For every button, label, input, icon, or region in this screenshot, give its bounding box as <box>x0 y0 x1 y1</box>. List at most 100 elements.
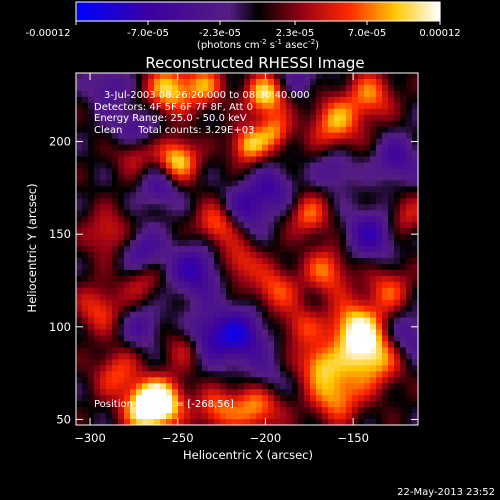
heatmap-cell <box>376 138 383 146</box>
heatmap-cell <box>244 389 251 396</box>
heatmap-cell <box>178 144 185 152</box>
heatmap-cell <box>94 198 101 205</box>
heatmap-cell <box>130 359 137 366</box>
heatmap-cell <box>214 329 221 337</box>
heatmap-cell <box>166 359 173 366</box>
heatmap-cell <box>220 269 227 277</box>
heatmap-cell <box>172 120 179 128</box>
heatmap-cell <box>382 174 389 181</box>
colorbar-cell <box>364 2 368 21</box>
heatmap-cell <box>358 240 365 247</box>
heatmap-cell <box>334 353 341 360</box>
heatmap-cell <box>160 305 167 313</box>
heatmap-cell <box>358 359 365 366</box>
heatmap-cell <box>394 275 401 283</box>
heatmap-cell <box>262 383 269 390</box>
heatmap-cell <box>292 311 299 319</box>
heatmap-cell <box>202 389 209 396</box>
heatmap-cell <box>406 257 413 265</box>
heatmap-cell <box>124 419 131 426</box>
heatmap-cell <box>202 341 209 348</box>
heatmap-cell <box>112 204 119 211</box>
heatmap-cell <box>88 275 95 283</box>
heatmap-cell <box>196 251 203 259</box>
heatmap-cell <box>112 395 119 402</box>
heatmap-cell <box>256 126 263 134</box>
heatmap-cell <box>196 365 203 372</box>
heatmap-cell <box>100 311 107 319</box>
heatmap-cell <box>100 234 107 241</box>
heatmap-cell <box>190 419 197 426</box>
heatmap-cell <box>232 73 239 80</box>
heatmap-cell <box>250 359 257 366</box>
colorbar-cell <box>433 2 438 21</box>
heatmap-cell <box>208 401 215 408</box>
heatmap-cell <box>226 407 233 414</box>
heatmap-cell <box>100 102 107 110</box>
heatmap-cell <box>334 73 341 80</box>
heatmap-cell <box>100 73 107 80</box>
heatmap-cell <box>250 377 257 384</box>
heatmap-cell <box>172 293 179 301</box>
heatmap-cell <box>172 228 179 235</box>
heatmap-cell <box>232 234 239 241</box>
colorbar-cell <box>79 2 83 21</box>
heatmap-cell <box>382 293 389 301</box>
heatmap-cell <box>76 186 83 193</box>
heatmap-cell <box>172 371 179 378</box>
heatmap-cell <box>322 114 329 122</box>
heatmap-cell <box>130 150 137 158</box>
heatmap-cell <box>106 419 113 426</box>
heatmap-cell <box>232 341 239 348</box>
heatmap-cell <box>310 120 317 128</box>
heatmap-cell <box>166 413 173 420</box>
heatmap-cell <box>352 174 359 181</box>
heatmap-cell <box>316 228 323 235</box>
heatmap-cell <box>238 222 245 229</box>
annotation-time-range: 3-Jul-2003 08:26:20.000 to 08:30:40.000 <box>104 90 310 101</box>
heatmap-cell <box>400 240 407 247</box>
heatmap-cell <box>154 132 161 140</box>
heatmap-cell <box>406 108 413 116</box>
heatmap-cell <box>406 263 413 271</box>
heatmap-cell <box>100 126 107 134</box>
heatmap-cell <box>178 228 185 235</box>
heatmap-cell <box>256 240 263 247</box>
heatmap-cell <box>190 114 197 122</box>
heatmap-cell <box>172 186 179 193</box>
heatmap-cell <box>328 216 335 223</box>
heatmap-cell <box>232 365 239 372</box>
heatmap-cell <box>334 293 341 301</box>
heatmap-cell <box>88 281 95 289</box>
heatmap-cell <box>184 162 191 169</box>
heatmap-cell <box>184 269 191 277</box>
heatmap-cell <box>352 287 359 295</box>
heatmap-cell <box>94 251 101 259</box>
heatmap-cell <box>382 281 389 289</box>
heatmap-cell <box>304 150 311 158</box>
heatmap-cell <box>340 78 347 86</box>
heatmap-cell <box>130 102 137 110</box>
heatmap-cell <box>412 329 419 337</box>
heatmap-cell <box>334 204 341 211</box>
colorbar-tick-label: 2.3e-05 <box>276 28 314 39</box>
heatmap-cell <box>130 144 137 152</box>
heatmap-cell <box>100 180 107 187</box>
heatmap-cell <box>220 168 227 175</box>
heatmap-cell <box>112 275 119 283</box>
heatmap-cell <box>304 120 311 128</box>
heatmap-cell <box>178 138 185 146</box>
heatmap-cell <box>88 419 95 426</box>
heatmap-cell <box>394 389 401 396</box>
colorbar-cell <box>376 2 380 21</box>
colorbar-cell <box>330 2 335 21</box>
heatmap-cell <box>232 413 239 420</box>
heatmap-cell <box>88 341 95 348</box>
heatmap-cell <box>130 275 137 283</box>
heatmap-cell <box>370 216 377 223</box>
heatmap-cell <box>394 329 401 337</box>
heatmap-cell <box>106 341 113 348</box>
heatmap-cell <box>148 78 155 86</box>
heatmap-cell <box>292 317 299 325</box>
heatmap-cell <box>226 102 233 110</box>
